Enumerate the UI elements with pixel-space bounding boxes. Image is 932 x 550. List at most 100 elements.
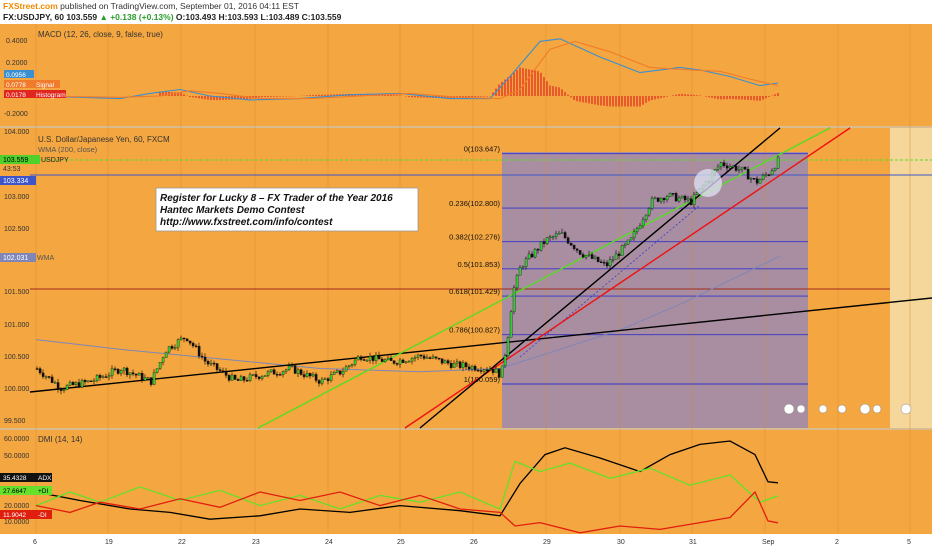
x-tick-label: 6 <box>33 539 37 546</box>
macd-panel <box>0 24 932 126</box>
symbol-label[interactable]: FX:USDJPY, 60 <box>3 12 64 22</box>
candlesticks <box>35 155 780 395</box>
macd-histogram <box>159 67 779 107</box>
candle-body <box>419 354 423 357</box>
candle-body <box>296 369 300 374</box>
dmi-tick: 50.0000 <box>4 453 29 460</box>
adx-value: 35.4328 <box>3 475 27 482</box>
candle-body <box>494 368 498 373</box>
candle-body <box>335 370 339 373</box>
candle-body <box>683 195 687 201</box>
signal-label: Signal <box>36 82 55 89</box>
candle-body <box>35 368 39 370</box>
candle-body <box>356 356 360 361</box>
fib-level-label: 0.5(101.853) <box>457 260 500 269</box>
price-tick: 100.000 <box>4 386 29 393</box>
candle-body <box>230 374 234 381</box>
candle-body <box>554 233 558 237</box>
candle-body <box>338 370 342 375</box>
candle-body <box>116 369 120 374</box>
minus-di-value: 11.9042 <box>3 512 26 519</box>
candle-body <box>347 365 351 368</box>
candle-body <box>308 373 312 377</box>
candle-body <box>734 165 738 171</box>
candle-body <box>758 179 762 184</box>
candle-body <box>92 380 96 382</box>
price-tick: 99.500 <box>4 418 26 425</box>
announcement-box[interactable]: Register for Lucky 8 – FX Trader of the … <box>155 187 419 232</box>
candle-body <box>620 245 624 256</box>
symbol-tag: USDJPY <box>41 157 69 164</box>
highlight-circle <box>694 169 722 197</box>
candle-body <box>680 195 684 199</box>
event-markers[interactable] <box>783 403 912 415</box>
green-channel-line[interactable] <box>257 127 831 429</box>
candle-body <box>716 166 720 170</box>
fxstreet-logo[interactable]: FXStreet.com <box>3 1 58 11</box>
candle-body <box>38 368 42 374</box>
candle-body <box>536 249 540 251</box>
event-flag-icon <box>837 404 847 414</box>
trading-chart[interactable]: MACD (12, 26, close, 9, false, true) 0.4… <box>0 24 932 550</box>
candle-body <box>602 262 606 264</box>
candle-body <box>86 380 90 383</box>
candle-body <box>695 192 699 195</box>
candle-body <box>686 198 690 201</box>
candle-body <box>377 354 381 360</box>
open-value: O:103.493 <box>175 12 217 22</box>
histogram-value: 0.0178 <box>6 92 26 99</box>
event-flag-icon <box>796 404 806 414</box>
candle-body <box>425 357 429 359</box>
candle-body <box>530 253 534 258</box>
candle-body <box>239 376 243 381</box>
candle-body <box>125 367 129 376</box>
candle-body <box>224 370 228 376</box>
x-axis-ticks: 6 19 22 23 24 25 26 29 30 31 Sep 2 5 <box>33 539 911 546</box>
candle-body <box>260 376 264 379</box>
candle-body <box>143 377 147 381</box>
candle-body <box>668 193 672 197</box>
price-title: U.S. Dollar/Japanese Yen, 60, FXCM <box>38 135 170 144</box>
candle-body <box>725 165 729 169</box>
candle-body <box>383 359 387 362</box>
candle-body <box>353 359 357 365</box>
dotted-trend <box>519 204 701 358</box>
candle-body <box>614 253 618 260</box>
candle-body <box>170 346 174 349</box>
candle-body <box>47 376 51 378</box>
candle-body <box>731 165 735 168</box>
candle-body <box>359 356 363 360</box>
candle-body <box>521 266 525 268</box>
time-axis <box>0 534 932 550</box>
price-tick: 104.000 <box>4 129 29 136</box>
fib-retracement[interactable]: 0(103.647) 0.236(102.800) 0.382(102.276) 0.… <box>449 145 808 385</box>
candle-body <box>653 197 657 200</box>
candle-body <box>266 371 270 376</box>
fib-level-label: 0(103.647) <box>464 145 501 154</box>
x-tick-label: 22 <box>178 539 186 546</box>
candle-body <box>140 373 144 381</box>
candle-body <box>479 370 483 372</box>
candle-body <box>98 375 102 378</box>
candle-body <box>200 355 204 358</box>
x-tick-label: 31 <box>689 539 697 546</box>
candle-body <box>101 376 105 378</box>
candle-body <box>728 166 732 169</box>
candle-body <box>179 337 183 340</box>
candle-body <box>404 361 408 363</box>
plus-di-value: 27.6647 <box>3 488 27 495</box>
candle-body <box>461 362 465 368</box>
candle-body <box>449 363 453 368</box>
candle-body <box>518 267 522 276</box>
candle-body <box>329 374 333 381</box>
candle-body <box>281 371 285 375</box>
long-trendline[interactable] <box>29 297 932 393</box>
candle-body <box>62 389 66 391</box>
candle-body <box>737 168 741 171</box>
candle-body <box>302 374 306 377</box>
candle-body <box>185 338 189 342</box>
close-value: C:103.559 <box>301 12 342 22</box>
candle-body <box>542 241 546 244</box>
candle-body <box>539 241 543 251</box>
event-flag-icon <box>783 403 795 415</box>
